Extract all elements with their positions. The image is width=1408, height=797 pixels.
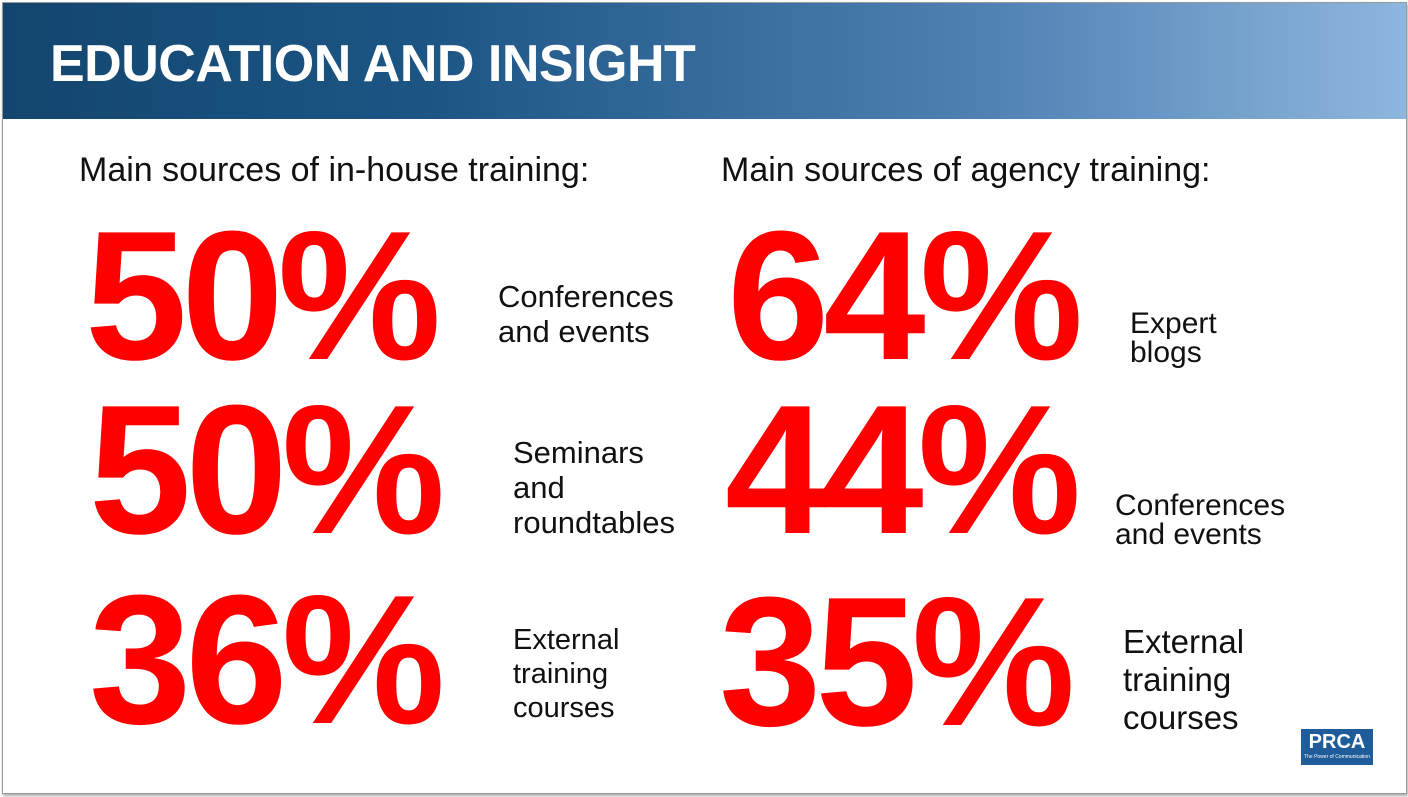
prca-logo: PRCA The Power of Communication — [1301, 729, 1373, 765]
in-house-stat-1-value: 50% — [85, 192, 441, 398]
in-house-heading: Main sources of in-house training: — [79, 151, 590, 189]
agency-stat-2-label: Conferences and events — [1115, 489, 1286, 551]
agency-stat-1-label: Expert blogs — [1130, 307, 1217, 369]
prca-logo-tagline: The Power of Communication — [1304, 754, 1370, 760]
in-house-stat-1-label: Conferences and events — [498, 279, 674, 349]
in-house-stat-3-label: External training courses — [513, 624, 620, 724]
page-title: EDUCATION AND INSIGHT — [50, 35, 696, 93]
agency-stat-2-value: 44% — [725, 366, 1081, 572]
in-house-stat-2-value: 50% — [89, 366, 445, 572]
agency-stat-3-value: 35% — [719, 558, 1075, 764]
agency-stat-3-label: External training courses — [1123, 623, 1245, 736]
in-house-stat-3-value: 36% — [89, 556, 445, 762]
agency-heading: Main sources of agency training: — [721, 151, 1211, 189]
in-house-stat-2-label: Seminars and roundtables — [513, 435, 676, 540]
prca-logo-wordmark: PRCA — [1308, 731, 1366, 753]
agency-stat-1-value: 64% — [727, 192, 1083, 398]
header-bar: EDUCATION AND INSIGHT — [3, 3, 1406, 119]
